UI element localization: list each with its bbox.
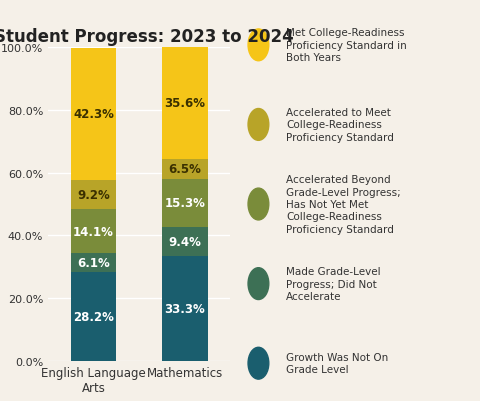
Text: Student Progress: 2023 to 2024: Student Progress: 2023 to 2024 <box>0 28 294 46</box>
Bar <box>162 159 207 180</box>
Bar <box>71 253 116 273</box>
Bar <box>71 209 116 253</box>
Circle shape <box>248 188 269 221</box>
Circle shape <box>248 268 269 300</box>
Text: 9.4%: 9.4% <box>168 235 201 249</box>
Text: Met College-Readiness
Proficiency Standard in
Both Years: Met College-Readiness Proficiency Standa… <box>286 28 407 63</box>
Circle shape <box>248 109 269 141</box>
Text: 42.3%: 42.3% <box>73 108 114 121</box>
Bar <box>71 273 116 361</box>
Bar <box>162 257 207 361</box>
Circle shape <box>248 30 269 62</box>
Text: Growth Was Not On
Grade Level: Growth Was Not On Grade Level <box>286 352 388 375</box>
Bar <box>162 48 207 159</box>
Text: 6.1%: 6.1% <box>77 257 110 269</box>
Text: 6.5%: 6.5% <box>168 163 201 176</box>
Text: 9.2%: 9.2% <box>77 188 110 202</box>
Text: Made Grade-Level
Progress; Did Not
Accelerate: Made Grade-Level Progress; Did Not Accel… <box>286 267 381 301</box>
Bar <box>71 49 116 181</box>
Bar <box>162 180 207 227</box>
Text: Accelerated Beyond
Grade-Level Progress;
Has Not Yet Met
College-Readiness
Profi: Accelerated Beyond Grade-Level Progress;… <box>286 175 401 234</box>
Text: Accelerated to Meet
College-Readiness
Proficiency Standard: Accelerated to Meet College-Readiness Pr… <box>286 108 394 142</box>
Text: 15.3%: 15.3% <box>164 197 205 210</box>
Bar <box>162 227 207 257</box>
Text: 28.2%: 28.2% <box>73 310 114 323</box>
Text: 33.3%: 33.3% <box>165 302 205 315</box>
Text: 14.1%: 14.1% <box>73 225 114 238</box>
Bar <box>71 181 116 209</box>
Circle shape <box>248 347 269 379</box>
Text: 35.6%: 35.6% <box>164 97 205 110</box>
